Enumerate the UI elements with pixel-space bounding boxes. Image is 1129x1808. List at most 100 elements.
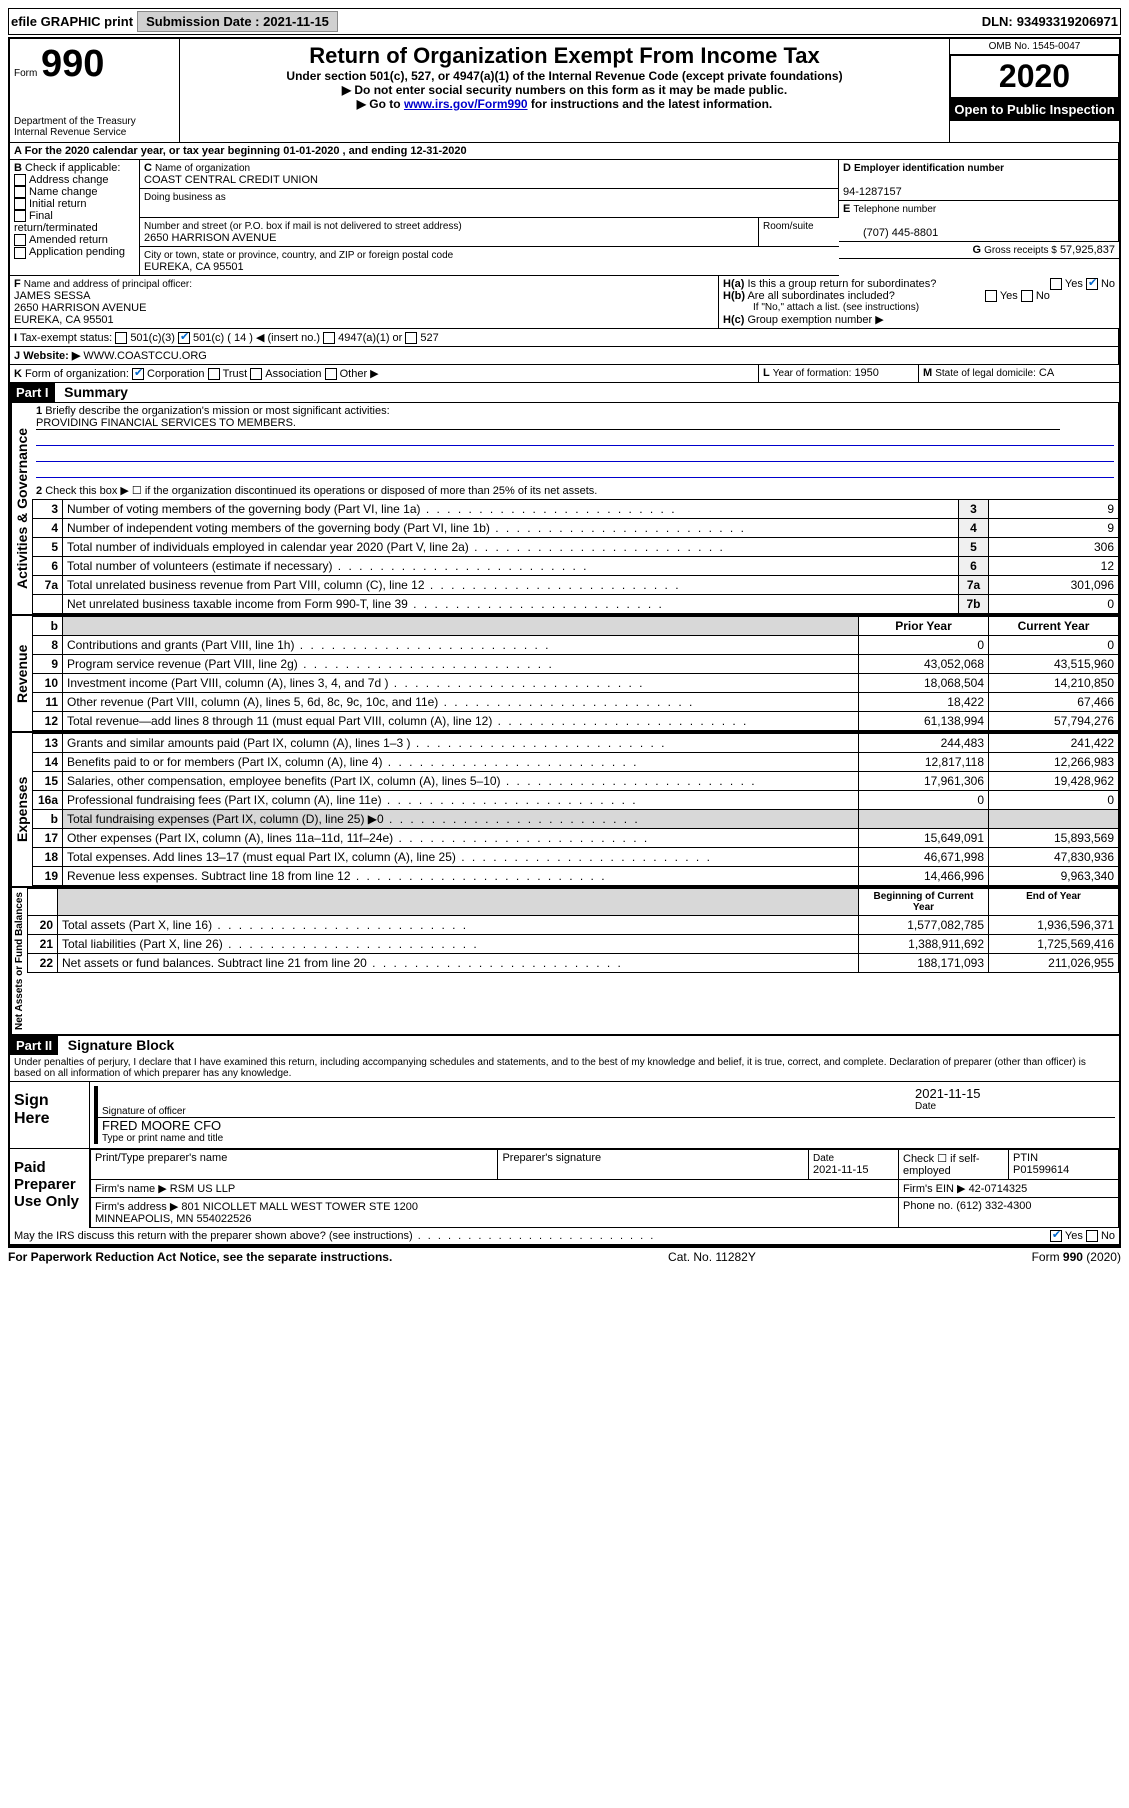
state-domicile: CA [1039, 367, 1054, 379]
boy-hdr: Beginning of Current Year [859, 889, 989, 916]
note2-pre: Go to [369, 97, 404, 111]
addr-change-checkbox[interactable] [14, 174, 26, 186]
table-row: 14Benefits paid to or for members (Part … [33, 753, 1119, 772]
table-row: 4Number of independent voting members of… [33, 519, 1119, 538]
footer-cat: Cat. No. 11282Y [668, 1250, 756, 1264]
revenue-table: b Prior Year Current Year 8Contributions… [32, 616, 1119, 731]
officer-addr1: 2650 HARRISON AVENUE [14, 302, 146, 314]
prior-year-hdr: Prior Year [859, 617, 989, 636]
table-row: 17Other expenses (Part IX, column (A), l… [33, 829, 1119, 848]
table-row: 13Grants and similar amounts paid (Part … [33, 734, 1119, 753]
prep-sig-label: Preparer's signature [498, 1150, 809, 1180]
part2-title: Signature Block [62, 1035, 181, 1055]
527-checkbox[interactable] [405, 332, 417, 344]
table-row: 11Other revenue (Part VIII, column (A), … [33, 693, 1119, 712]
sign-here-label: Sign Here [10, 1082, 90, 1148]
prep-date: 2021-11-15 [813, 1164, 868, 1176]
table-row: 16aProfessional fundraising fees (Part I… [33, 791, 1119, 810]
org-name: COAST CENTRAL CREDIT UNION [144, 174, 318, 186]
footer-left: For Paperwork Reduction Act Notice, see … [8, 1250, 392, 1264]
prep-name-label: Print/Type preparer's name [91, 1150, 498, 1180]
gross-label: Gross receipts $ [984, 245, 1057, 256]
form-title: Return of Organization Exempt From Incom… [184, 43, 945, 69]
line2-text: Check this box ▶ ☐ if the organization d… [45, 485, 597, 497]
footer-right: Form 990 (2020) [1032, 1250, 1121, 1264]
501c3-checkbox[interactable] [115, 332, 127, 344]
year-formation: 1950 [854, 367, 878, 379]
arrow-icon: ▶ [357, 97, 370, 111]
corp-checkbox[interactable] [132, 368, 144, 380]
hb-note: If "No," attach a list. (see instruction… [723, 302, 1115, 313]
trust-checkbox[interactable] [208, 368, 220, 380]
netassets-table: Beginning of Current Year End of Year 20… [27, 888, 1119, 973]
top-bar: efile GRAPHIC print Submission Date : 20… [8, 8, 1121, 35]
501c-checkbox[interactable] [178, 332, 190, 344]
ha-no[interactable] [1086, 278, 1098, 290]
table-row: 3Number of voting members of the governi… [33, 500, 1119, 519]
4947-checkbox[interactable] [323, 332, 335, 344]
paid-preparer-label: Paid Preparer Use Only [10, 1149, 90, 1228]
hc-text: Group exemption number ▶ [747, 314, 883, 326]
ha-yes[interactable] [1050, 278, 1062, 290]
street-address: 2650 HARRISON AVENUE [144, 232, 276, 244]
assoc-checkbox[interactable] [250, 368, 262, 380]
room-label: Room/suite [763, 221, 814, 232]
amended-checkbox[interactable] [14, 234, 26, 246]
submission-date-btn[interactable]: Submission Date : 2021-11-15 [137, 11, 338, 32]
table-row: 15Salaries, other compensation, employee… [33, 772, 1119, 791]
officer-typed-name: FRED MOORE CFO [102, 1118, 1115, 1133]
discuss-no[interactable] [1086, 1230, 1098, 1242]
table-row: 18Total expenses. Add lines 13–17 (must … [33, 848, 1119, 867]
firm-name: RSM US LLP [170, 1183, 235, 1195]
vlabel-governance: Activities & Governance [10, 403, 32, 614]
form990-link[interactable]: www.irs.gov/Form990 [404, 97, 528, 111]
app-pending-checkbox[interactable] [14, 247, 26, 259]
open-to-public: Open to Public Inspection [950, 98, 1119, 121]
table-row: 12Total revenue—add lines 8 through 11 (… [33, 712, 1119, 731]
firm-phone: (612) 332-4300 [956, 1200, 1031, 1212]
discuss-text: May the IRS discuss this return with the… [14, 1230, 655, 1242]
ha-text: Is this a group return for subordinates? [747, 278, 936, 290]
hb-no[interactable] [1021, 290, 1033, 302]
line-a: A For the 2020 calendar year, or tax yea… [10, 143, 1119, 160]
form-container: Form 990 Department of the Treasury Inte… [8, 37, 1121, 1246]
table-row: 6Total number of volunteers (estimate if… [33, 557, 1119, 576]
table-row: Net unrelated business taxable income fr… [33, 595, 1119, 614]
dept-treasury: Department of the Treasury [14, 116, 175, 127]
b-label: Check if applicable: [25, 162, 120, 174]
tax-exempt-row: I Tax-exempt status: 501(c)(3) 501(c) ( … [10, 329, 1119, 347]
officer-addr2: EUREKA, CA 95501 [14, 314, 114, 326]
table-row: 7aTotal unrelated business revenue from … [33, 576, 1119, 595]
final-return-checkbox[interactable] [14, 210, 26, 222]
check-self-employed: Check ☐ if self-employed [899, 1150, 1009, 1180]
paid-preparer-block: Paid Preparer Use Only Print/Type prepar… [10, 1148, 1119, 1228]
expenses-table: 13Grants and similar amounts paid (Part … [32, 733, 1119, 886]
hb-yes[interactable] [985, 290, 997, 302]
name-change-checkbox[interactable] [14, 186, 26, 198]
phone-value: (707) 445-8801 [843, 227, 938, 239]
part2-header: Part II [10, 1036, 58, 1055]
table-row: 21Total liabilities (Part X, line 26)1,3… [28, 935, 1119, 954]
sign-here-block: Sign Here Signature of officer 2021-11-1… [10, 1081, 1119, 1148]
form-note1: Do not enter social security numbers on … [184, 83, 945, 97]
f-label: Name and address of principal officer: [24, 279, 192, 290]
sig-date: 2021-11-15 [915, 1086, 1115, 1101]
initial-return-checkbox[interactable] [14, 198, 26, 210]
table-row: bTotal fundraising expenses (Part IX, co… [33, 810, 1119, 829]
form-number: 990 [41, 43, 104, 85]
date-label: Date [915, 1101, 1115, 1112]
sig-officer-label: Signature of officer [102, 1106, 915, 1117]
ptin-value: P01599614 [1013, 1164, 1069, 1176]
form-subtitle: Under section 501(c), 527, or 4947(a)(1)… [184, 69, 945, 83]
form-word: Form [14, 68, 37, 79]
addr-label: Number and street (or P.O. box if mail i… [144, 221, 462, 232]
vlabel-revenue: Revenue [10, 616, 32, 731]
city-state-zip: EUREKA, CA 95501 [144, 261, 244, 273]
website-row: J Website: ▶ WWW.COASTCCU.ORG [10, 347, 1119, 365]
vlabel-expenses: Expenses [10, 733, 32, 886]
phone-label: Telephone number [853, 204, 936, 215]
discuss-yes[interactable] [1050, 1230, 1062, 1242]
other-checkbox[interactable] [325, 368, 337, 380]
table-row: 5Total number of individuals employed in… [33, 538, 1119, 557]
perjury-declaration: Under penalties of perjury, I declare th… [10, 1055, 1119, 1081]
